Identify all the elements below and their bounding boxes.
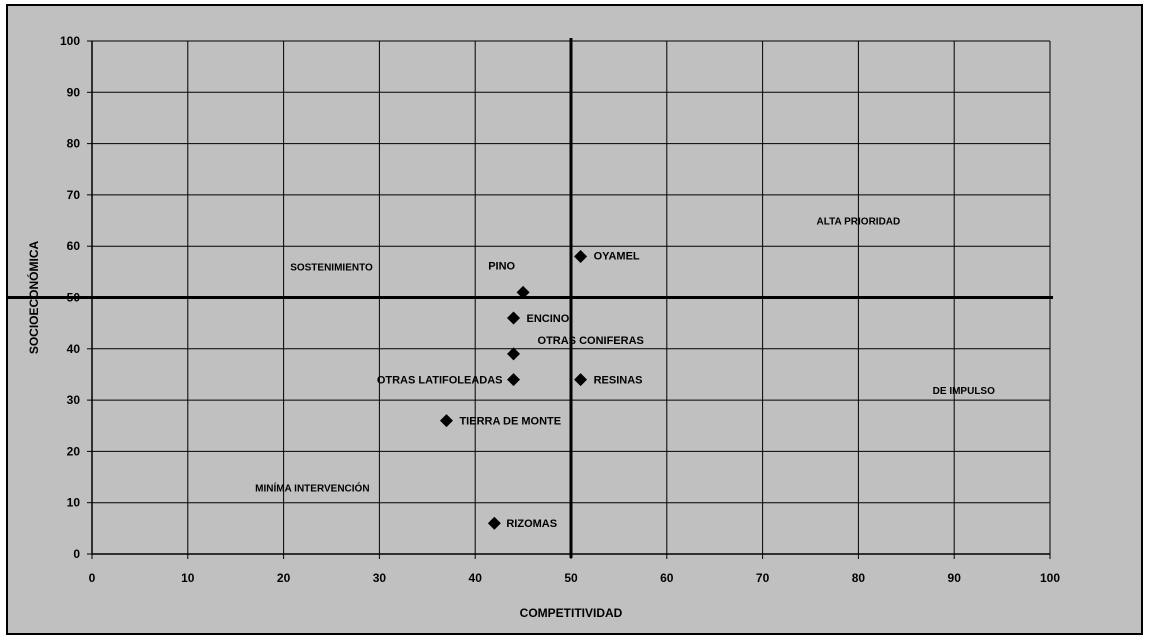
x-tick-label: 90 — [948, 571, 962, 585]
data-label: TIERRA DE MONTE — [459, 416, 561, 428]
data-point — [439, 414, 453, 428]
data-label: OTRAS LATIFOLEADAS — [377, 375, 503, 387]
x-tick-label: 20 — [277, 571, 291, 585]
quadrant-label: DE IMPULSO — [933, 386, 995, 397]
data-point — [507, 311, 521, 325]
x-tick-label: 80 — [852, 571, 866, 585]
quadrant-label: ALTA PRIORIDAD — [817, 217, 901, 228]
data-label: OTRAS CONIFERAS — [538, 335, 644, 347]
x-tick-label: 10 — [181, 571, 195, 585]
data-label: ENCINO — [527, 313, 570, 325]
data-label: RESINAS — [594, 375, 643, 387]
data-label: OYAMEL — [594, 250, 640, 262]
x-tick-label: 30 — [373, 571, 387, 585]
y-tick-label: 70 — [67, 188, 81, 202]
data-point — [516, 285, 530, 299]
x-tick-label: 60 — [660, 571, 674, 585]
y-tick-label: 20 — [67, 444, 81, 458]
data-point — [507, 347, 521, 361]
y-tick-label: 40 — [67, 342, 81, 356]
data-point — [507, 373, 521, 387]
y-tick-label: 80 — [67, 137, 81, 151]
quadrant-label: MINÍMA INTERVENCIÓN — [255, 481, 369, 494]
data-point — [574, 373, 588, 387]
y-tick-label: 60 — [67, 239, 81, 253]
x-axis-title: COMPETITIVIDAD — [520, 606, 623, 620]
x-tick-label: 50 — [564, 571, 578, 585]
x-tick-label: 40 — [469, 571, 483, 585]
y-tick-label: 30 — [67, 393, 81, 407]
y-tick-label: 0 — [73, 547, 80, 561]
data-label: RIZOMAS — [506, 518, 557, 530]
y-tick-label: 100 — [60, 34, 80, 48]
scatter-chart: 0 10 20 30 40 50 60 70 80 90 100010203040506070809… — [8, 34, 1060, 620]
x-tick-label: 0 — [89, 571, 96, 585]
x-tick-label: 70 — [756, 571, 770, 585]
y-tick-label: 90 — [67, 85, 81, 99]
chart-frame: 0 10 20 30 40 50 60 70 80 90 100 0 10 20 30 40 50 60 70 80 9… — [6, 4, 1143, 635]
data-point — [574, 249, 588, 263]
y-axis-title: SOCIOECONÓMICA — [26, 241, 41, 355]
data-label: PINO — [488, 260, 515, 272]
x-tick-label: 100 — [1040, 571, 1060, 585]
quadrant-label: SOSTENIMIENTO — [290, 263, 373, 274]
data-point — [487, 516, 501, 530]
y-tick-label: 10 — [67, 496, 81, 510]
